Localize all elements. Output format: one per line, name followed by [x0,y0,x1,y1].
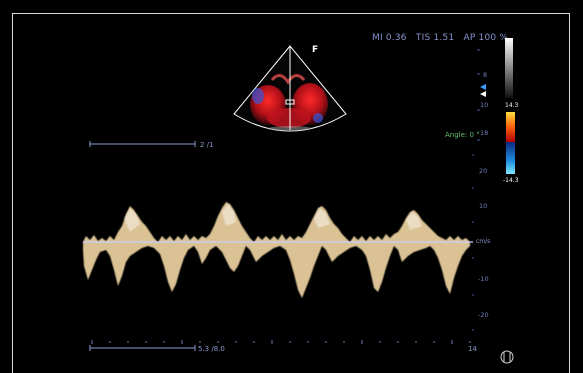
bottom-ruler-label: 5.3 /8.0 [198,345,225,353]
angle-readout: Angle: 0 ° [445,131,480,139]
tis-value: TIS 1.51 [415,33,455,43]
depth-marker-icon [480,91,486,97]
color-scale-min: -14.3 [503,177,519,184]
focus-marker-icon [480,84,486,90]
top-ruler [89,141,196,147]
velocity-tick-10: 10 [479,202,488,210]
mi-value: MI 0.36 [372,33,407,43]
angle-value: 0 ° [469,131,480,139]
velocity-tick-neg10: -10 [478,275,489,283]
orientation-marker: F [312,45,319,55]
velocity-tick-20: 20 [479,167,488,175]
doppler-spectrum [83,202,470,298]
depth-scale [477,49,480,141]
depth-tick-8: 8 [483,71,488,79]
ap-value: AP 100 % [463,33,509,43]
top-ruler-label: 2 /1 [200,141,214,149]
velocity-axis [472,154,474,331]
depth-tick-10: 10 [480,101,489,109]
grayscale-bar [505,38,513,98]
color-scale-negative [506,142,515,174]
color-scale-max: 14.3 [505,102,519,109]
acoustic-output-readout: MI 0.36 TIS 1.51 AP 100 % [372,33,508,43]
bottom-right-value: 14 [468,345,477,353]
probe-orientation-icon [500,350,514,364]
depth-tick-18: 18 [480,129,489,137]
velocity-tick-neg20: -20 [478,311,489,319]
angle-label: Angle: [445,131,468,139]
bottom-ruler [89,345,196,351]
display-frame [12,13,570,373]
time-scale-ticks [91,340,471,344]
color-scale-positive [506,112,515,142]
echo-sector [233,45,347,132]
velocity-unit: cm/s [476,238,491,245]
